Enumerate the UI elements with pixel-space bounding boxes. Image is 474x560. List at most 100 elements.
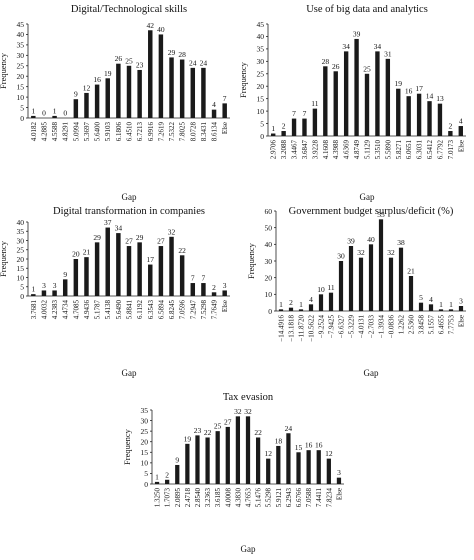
bar xyxy=(306,450,311,484)
y-tick-label: 5 xyxy=(260,119,264,128)
x-tick-label: 4.3988 xyxy=(332,140,340,160)
bar xyxy=(31,115,36,118)
bar-value-label: 3 xyxy=(459,297,463,306)
x-tick-label: 4.7085 xyxy=(72,300,80,320)
chart-title: Digital transformation in companies xyxy=(53,206,205,217)
bar-value-label: 1 xyxy=(449,300,453,309)
y-tick-label: 45 xyxy=(257,20,265,29)
x-tick-label: 5.3510 xyxy=(374,140,382,160)
bar xyxy=(126,246,132,296)
x-tick-label: −11.8720 xyxy=(298,315,306,342)
x-tick-label: 7.8025 xyxy=(179,122,187,142)
bar xyxy=(333,71,338,136)
bar-value-label: 1 xyxy=(53,106,57,115)
x-tick-label: 4.2885 xyxy=(40,122,48,142)
bar xyxy=(31,294,36,296)
x-tick-label: Else xyxy=(221,300,229,312)
x-tick-label: 8.6134 xyxy=(211,122,219,142)
x-axis-label: Gap xyxy=(364,368,379,378)
x-axis-label: Gap xyxy=(122,368,137,378)
bar-value-label: 1 xyxy=(31,106,35,115)
bar xyxy=(385,58,391,136)
bar-value-label: 24 xyxy=(200,58,208,67)
bar-value-label: 7 xyxy=(303,109,307,118)
bar-value-label: 3 xyxy=(53,281,57,290)
x-tick-label: 4.6369 xyxy=(343,140,351,160)
bar xyxy=(94,84,100,118)
bar-value-label: 28 xyxy=(178,50,186,59)
bar-value-label: 17 xyxy=(147,255,155,264)
bar xyxy=(179,255,185,296)
x-tick-label: 8.0728 xyxy=(189,122,197,142)
x-tick-label: 3.4467 xyxy=(291,140,299,160)
y-tick-label: 50 xyxy=(265,223,273,232)
y-tick-label: 10 xyxy=(17,93,25,102)
x-tick-label: 6.3543 xyxy=(147,300,155,320)
x-tick-label: 4.7653 xyxy=(245,488,253,508)
x-tick-label: 7.5298 xyxy=(200,300,208,320)
bar xyxy=(378,219,384,311)
bar-value-label: 27 xyxy=(224,417,232,426)
bar-value-label: 25 xyxy=(125,56,133,65)
bar-value-label: 25 xyxy=(363,64,371,73)
x-tick-label: 4.0032 xyxy=(40,300,48,320)
bar-value-label: 3 xyxy=(42,281,46,290)
bar xyxy=(296,452,301,484)
bar-value-label: 42 xyxy=(147,21,155,30)
chart-panel-2: Use of big data and analytics 0 5 10 15 20 25 3… xyxy=(238,4,466,202)
bar xyxy=(169,57,174,118)
x-tick-label: 5.3697 xyxy=(83,122,91,142)
bar-value-label: 9 xyxy=(63,270,67,279)
bar xyxy=(201,283,206,296)
bar xyxy=(225,426,230,484)
x-tick-label: 5.1129 xyxy=(364,140,372,159)
x-tick-label: Else xyxy=(335,488,343,500)
bar-value-label: 0 xyxy=(63,109,67,118)
bar-value-label: 12 xyxy=(83,83,91,92)
bar xyxy=(169,236,174,296)
bar-value-label: 21 xyxy=(83,248,91,257)
bar xyxy=(398,247,404,311)
x-tick-label: 1.7073 xyxy=(164,488,172,508)
x-tick-label: 4.0182 xyxy=(30,122,38,142)
bar xyxy=(326,458,331,484)
bar-value-label: 23 xyxy=(136,60,144,69)
bar-value-label: 2 xyxy=(289,298,293,307)
bar xyxy=(215,431,220,484)
x-tick-label: 4.9436 xyxy=(83,300,91,320)
bar xyxy=(165,479,170,484)
x-tick-label: 5.8841 xyxy=(126,300,134,320)
x-tick-label: 3.8458 xyxy=(418,315,426,335)
x-tick-label: 4.0008 xyxy=(224,488,232,508)
y-tick-label: 15 xyxy=(17,264,25,273)
x-tick-label: 6.2943 xyxy=(285,488,293,508)
y-tick-label: 25 xyxy=(257,70,265,79)
bar xyxy=(148,264,153,296)
bar-value-label: 32 xyxy=(387,248,395,257)
x-tick-label: 5.1787 xyxy=(94,300,102,320)
bar xyxy=(388,257,394,311)
x-tick-label: 6.5894 xyxy=(157,300,165,320)
bar xyxy=(148,30,153,119)
bar-value-label: 1 xyxy=(439,300,443,309)
bar-value-label: 39 xyxy=(353,29,361,38)
bar-value-label: 4 xyxy=(429,295,433,304)
bar xyxy=(281,131,286,136)
y-tick-label: 25 xyxy=(141,427,149,436)
bar-value-label: 3 xyxy=(223,281,227,290)
x-tick-label: 4.8291 xyxy=(62,122,70,142)
y-tick-label: 10 xyxy=(141,459,149,468)
x-tick-label: Else xyxy=(458,315,466,327)
bar-value-label: 19 xyxy=(395,79,403,88)
y-tick-label: 15 xyxy=(257,94,265,103)
bar-value-label: 4 xyxy=(309,295,313,304)
bar-value-label: 4 xyxy=(459,117,463,126)
x-tick-label: 2.9706 xyxy=(270,140,278,160)
bar xyxy=(328,292,334,311)
x-tick-label: 7.5322 xyxy=(168,122,176,142)
y-tick-label: 10 xyxy=(265,290,273,299)
bar-value-label: 22 xyxy=(254,428,262,437)
x-tick-label: 5.0994 xyxy=(72,122,80,142)
chart-title: Digital/Technological skills xyxy=(71,4,187,15)
